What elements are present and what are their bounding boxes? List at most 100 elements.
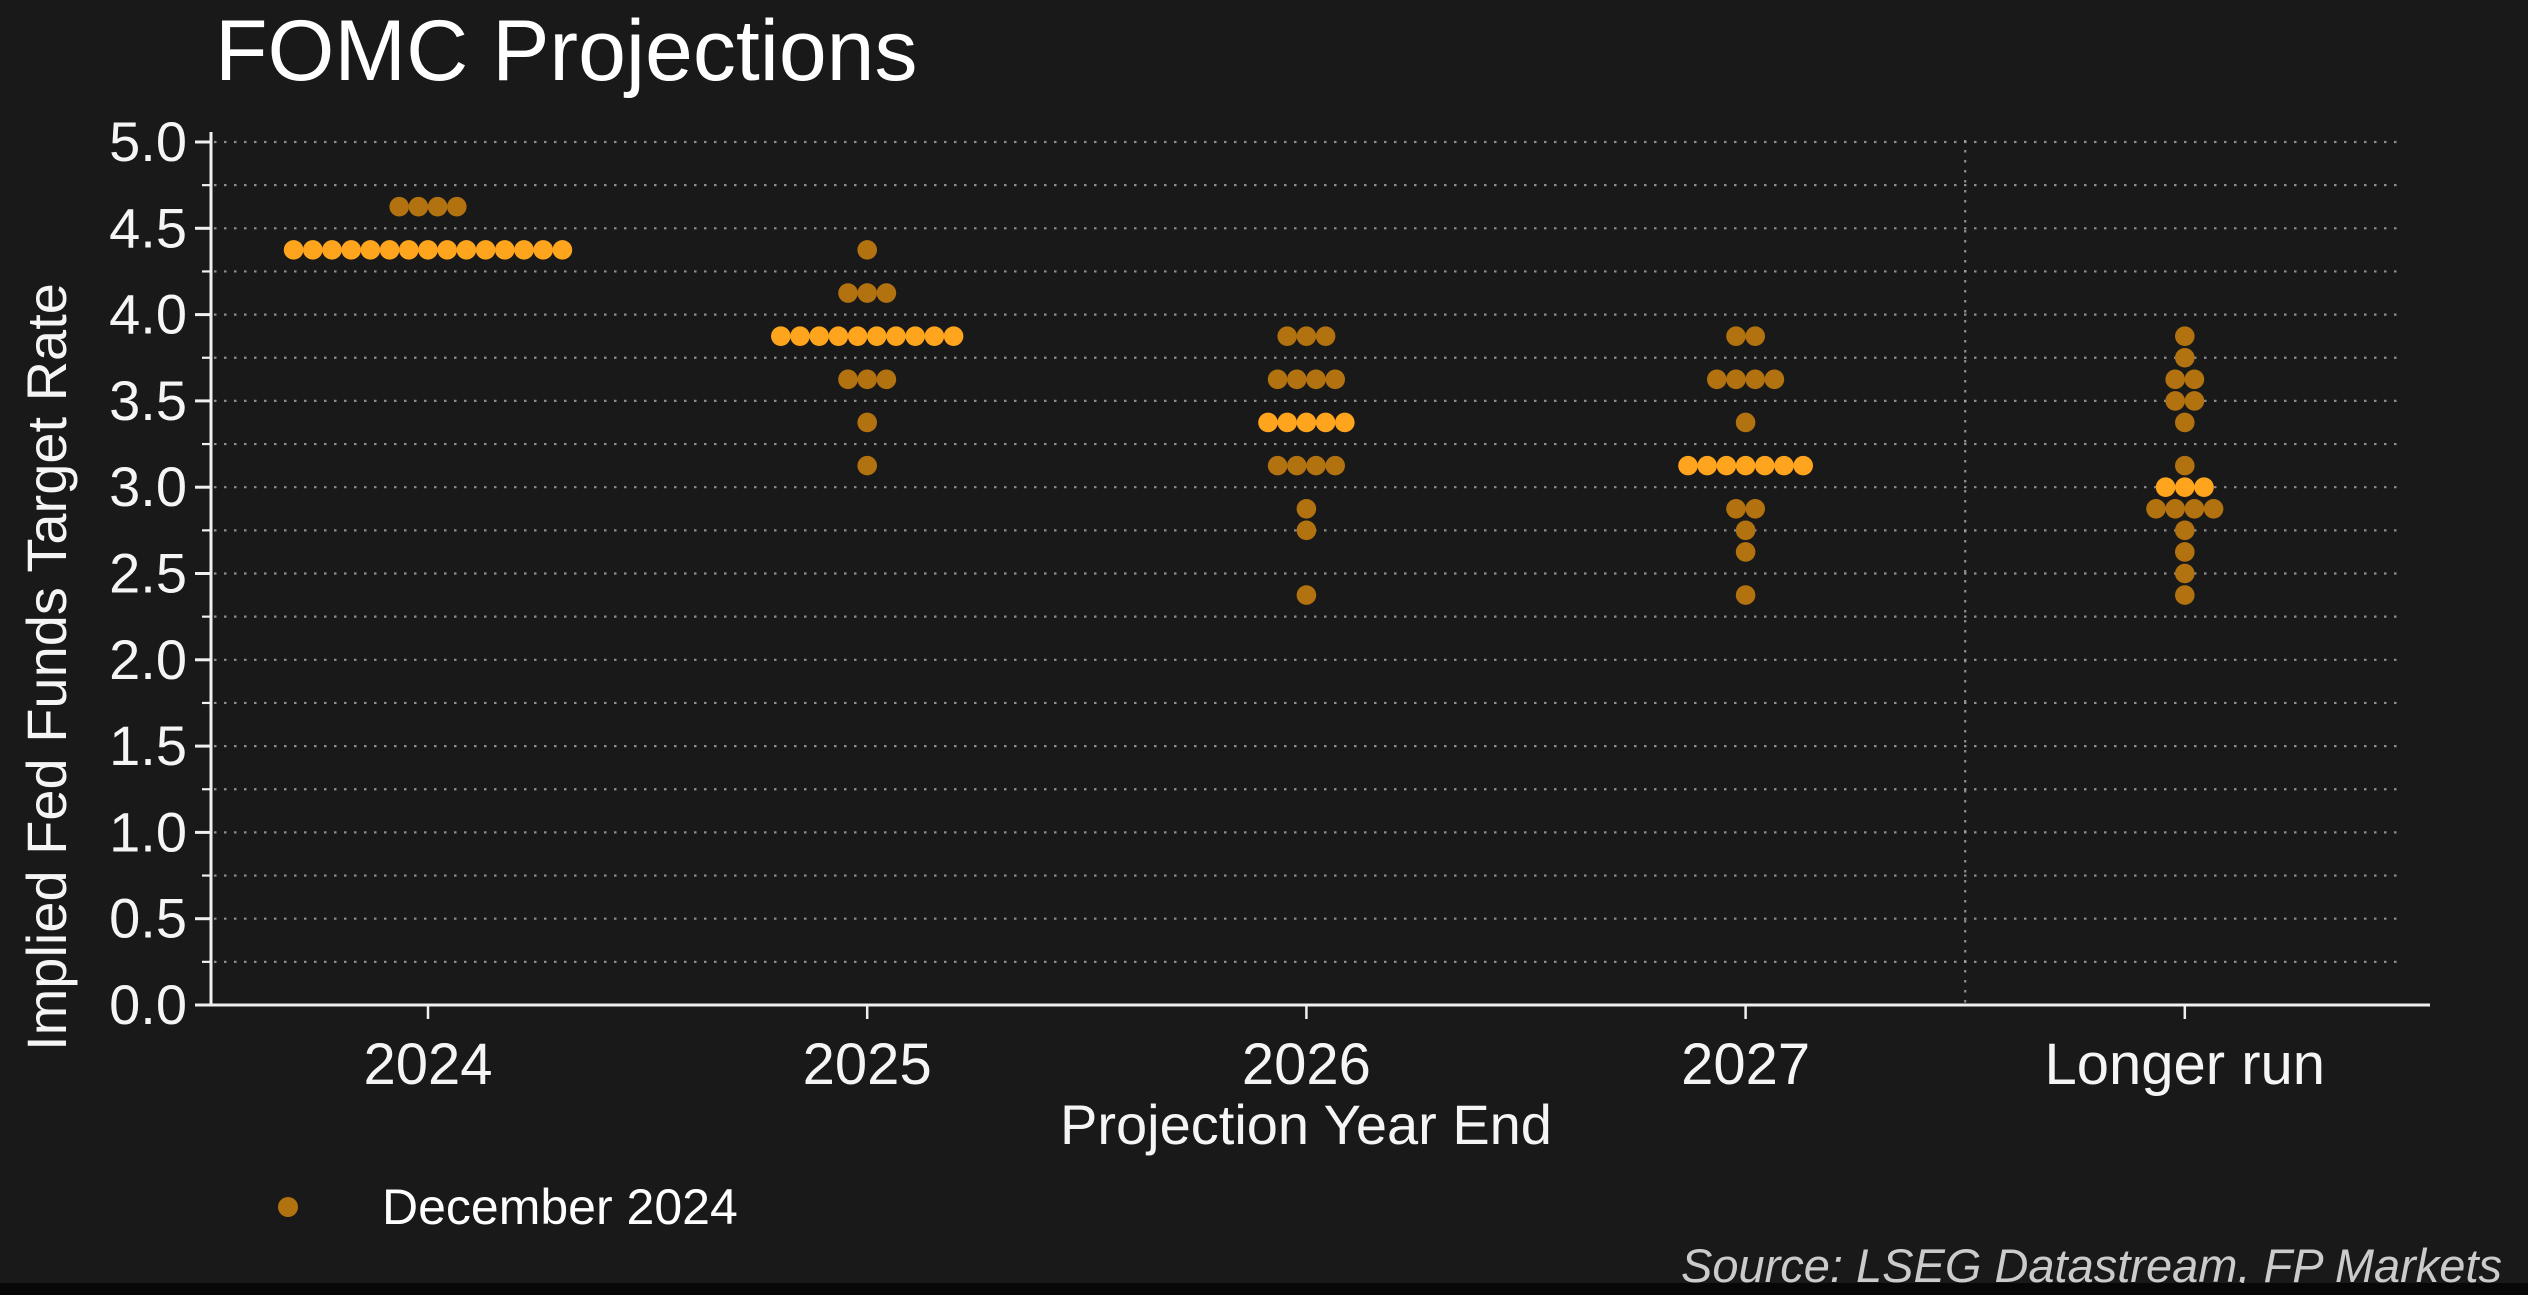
legend: December 2024 <box>278 1178 738 1236</box>
median-projection-dot <box>1793 455 1813 476</box>
projection-dot <box>2146 498 2166 519</box>
x-tick-label: Longer run <box>2045 1032 2326 1097</box>
median-projection-dot <box>2155 477 2176 498</box>
median-projection-dot <box>1315 412 1336 433</box>
projection-dot <box>1315 326 1336 346</box>
y-tick-label: 2.5 <box>109 542 187 605</box>
projection-dot <box>2175 455 2195 476</box>
median-projection-dot <box>341 240 362 260</box>
projection-dot <box>1287 369 1307 390</box>
median-projection-dot <box>905 326 925 346</box>
projection-dot <box>1296 498 1317 519</box>
median-projection-dot <box>495 240 515 260</box>
projection-dot <box>2165 369 2185 390</box>
y-tick-label: 4.0 <box>109 283 187 346</box>
projection-dot <box>2175 542 2195 562</box>
median-projection-dot <box>924 326 945 346</box>
median-projection-dot <box>1755 455 1775 476</box>
projection-dot <box>2165 498 2185 519</box>
projection-dot <box>857 369 877 390</box>
projection-dot <box>1277 326 1297 346</box>
median-projection-dot <box>867 326 887 346</box>
x-tick-label: 2025 <box>803 1032 932 1097</box>
y-tick-label: 0.5 <box>109 887 187 950</box>
projection-dot <box>2175 326 2195 346</box>
projection-dot <box>2175 563 2195 584</box>
median-projection-dot <box>1258 412 1278 433</box>
projection-dot <box>1306 369 1326 390</box>
median-projection-dot <box>1697 455 1717 476</box>
projection-dot <box>2175 520 2195 541</box>
y-tick-label: 3.5 <box>109 369 187 432</box>
projection-dot <box>2165 391 2185 411</box>
projection-dot <box>1745 369 1765 390</box>
median-projection-dot <box>1277 412 1297 433</box>
median-projection-dot <box>322 240 342 260</box>
projection-dot <box>857 455 877 476</box>
median-projection-dot <box>475 240 496 260</box>
projection-dot <box>2184 391 2205 411</box>
projection-dot <box>447 196 467 217</box>
x-axis-label: Projection Year End <box>1060 1093 1552 1156</box>
legend-series-label: December 2024 <box>382 1179 738 1235</box>
median-projection-dot <box>379 240 400 260</box>
projection-dot <box>1735 542 1756 562</box>
median-projection-dot <box>399 240 419 260</box>
chart-title: FOMC Projections <box>215 3 918 99</box>
y-tick-label: 0.0 <box>109 973 187 1036</box>
projection-dot <box>1325 369 1345 390</box>
projection-dot <box>1296 585 1317 605</box>
median-projection-dot <box>886 326 906 346</box>
x-tick-label: 2027 <box>1681 1032 1810 1097</box>
projection-dot <box>1745 326 1765 346</box>
projection-dot <box>2184 498 2205 519</box>
median-projection-dot <box>1735 455 1756 476</box>
bottom-edge-bar <box>0 1283 2528 1295</box>
projection-dot <box>1735 585 1756 605</box>
projection-dot <box>1707 369 1727 390</box>
median-projection-dot <box>303 240 323 260</box>
median-projection-dot <box>1296 412 1317 433</box>
median-projection-dot <box>1716 455 1737 476</box>
projection-dot <box>2175 347 2195 368</box>
y-tick-label: 1.5 <box>109 714 187 777</box>
median-projection-dot <box>771 326 791 346</box>
median-projection-dot <box>1678 455 1698 476</box>
projection-dot <box>1267 455 1288 476</box>
projection-dot <box>1287 455 1307 476</box>
projection-dot <box>389 196 410 217</box>
median-projection-dot <box>552 240 573 260</box>
projection-dot <box>1764 369 1785 390</box>
projection-dot <box>1296 326 1317 346</box>
x-axis-ticks: 2024 2025 2026 2027 Longer run <box>363 1005 2325 1097</box>
projection-dot <box>2175 412 2195 433</box>
median-projection-dot <box>418 240 438 260</box>
projection-dot <box>857 412 877 433</box>
median-projection-dot <box>809 326 829 346</box>
median-projection-dot <box>847 326 868 346</box>
axes <box>209 132 2430 1007</box>
projection-dot <box>2175 585 2195 605</box>
x-tick-label: 2026 <box>1242 1032 1371 1097</box>
y-tick-label: 1.0 <box>109 800 187 863</box>
median-projection-dot <box>943 326 964 346</box>
gridlines <box>214 140 2400 1005</box>
projection-dot <box>857 283 877 303</box>
x-tick-label: 2024 <box>363 1032 492 1097</box>
projection-dot <box>876 369 897 390</box>
median-projection-dot <box>437 240 458 260</box>
median-projection-dot <box>828 326 849 346</box>
median-projection-dot <box>2194 477 2214 498</box>
dot-series <box>283 196 2224 605</box>
median-projection-dot <box>533 240 553 260</box>
projection-dot <box>1726 326 1746 346</box>
projection-dot <box>1267 369 1288 390</box>
median-projection-dot <box>790 326 810 346</box>
projection-dot <box>838 369 858 390</box>
median-projection-dot <box>1774 455 1794 476</box>
legend-dot-icon <box>278 1197 298 1217</box>
y-tick-label: 2.0 <box>109 628 187 691</box>
median-projection-dot <box>514 240 534 260</box>
projection-dot <box>1726 369 1746 390</box>
